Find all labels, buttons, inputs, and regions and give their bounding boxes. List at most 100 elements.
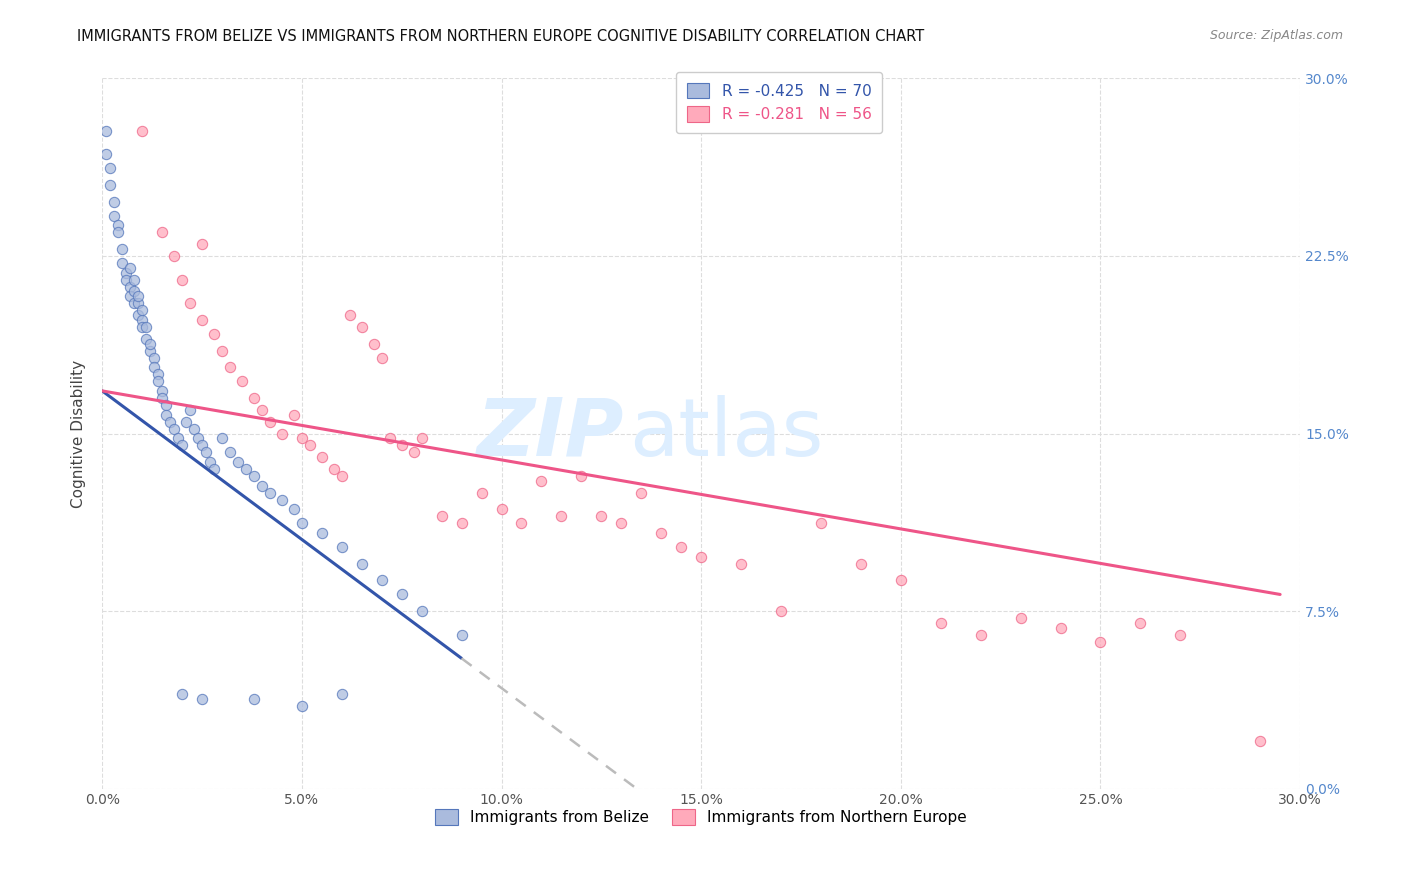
Point xyxy=(96,147,118,161)
Point xyxy=(98,161,121,176)
Point xyxy=(211,431,233,445)
Text: atlas: atlas xyxy=(630,394,824,473)
Point xyxy=(330,469,353,483)
Point xyxy=(139,336,162,351)
Point xyxy=(370,351,392,365)
Text: Source: ZipAtlas.com: Source: ZipAtlas.com xyxy=(1209,29,1343,42)
Point xyxy=(131,123,153,137)
Point xyxy=(650,525,672,540)
Point xyxy=(191,438,214,452)
Point xyxy=(270,426,292,441)
Point xyxy=(291,431,314,445)
Point xyxy=(179,402,201,417)
Point xyxy=(402,445,425,459)
Point xyxy=(330,687,353,701)
Point xyxy=(411,431,433,445)
Point xyxy=(591,509,613,524)
Point xyxy=(143,360,166,375)
Point xyxy=(378,431,401,445)
Point xyxy=(330,540,353,554)
Point xyxy=(135,332,157,346)
Point xyxy=(690,549,713,564)
Point xyxy=(170,687,193,701)
Point xyxy=(219,445,242,459)
Point xyxy=(120,289,142,303)
Point xyxy=(120,260,142,275)
Point xyxy=(135,320,157,334)
Point xyxy=(339,308,361,322)
Point xyxy=(150,391,173,405)
Point xyxy=(1129,615,1152,630)
Point xyxy=(849,557,872,571)
Point xyxy=(283,408,305,422)
Point xyxy=(103,194,125,209)
Point xyxy=(969,628,991,642)
Point xyxy=(350,320,373,334)
Point xyxy=(219,360,242,375)
Point xyxy=(150,225,173,239)
Point xyxy=(167,431,190,445)
Point xyxy=(183,422,205,436)
Point xyxy=(1168,628,1191,642)
Point xyxy=(243,691,266,706)
Point xyxy=(150,384,173,398)
Point xyxy=(202,462,225,476)
Text: ZIP: ZIP xyxy=(475,394,623,473)
Point xyxy=(391,587,413,601)
Point xyxy=(610,516,633,531)
Point xyxy=(298,438,321,452)
Point xyxy=(131,313,153,327)
Point xyxy=(430,509,453,524)
Point xyxy=(98,178,121,192)
Point xyxy=(630,485,652,500)
Point xyxy=(243,391,266,405)
Point xyxy=(139,343,162,358)
Point xyxy=(146,368,169,382)
Point xyxy=(107,225,129,239)
Point xyxy=(198,455,221,469)
Point xyxy=(1049,621,1071,635)
Point xyxy=(211,343,233,358)
Point xyxy=(1010,611,1032,625)
Point xyxy=(159,415,181,429)
Point xyxy=(226,455,249,469)
Point xyxy=(291,516,314,531)
Point xyxy=(191,237,214,252)
Point xyxy=(170,273,193,287)
Point xyxy=(363,336,385,351)
Point xyxy=(810,516,832,531)
Point xyxy=(411,604,433,618)
Point xyxy=(143,351,166,365)
Point xyxy=(127,289,149,303)
Point xyxy=(107,218,129,232)
Point xyxy=(122,285,145,299)
Point xyxy=(669,540,692,554)
Point xyxy=(391,438,413,452)
Point xyxy=(163,422,186,436)
Point xyxy=(530,474,553,488)
Point xyxy=(250,478,273,492)
Point xyxy=(350,557,373,571)
Point xyxy=(191,691,214,706)
Point xyxy=(270,492,292,507)
Point xyxy=(131,303,153,318)
Point xyxy=(111,242,134,256)
Point xyxy=(115,266,138,280)
Point xyxy=(550,509,572,524)
Point xyxy=(111,256,134,270)
Point xyxy=(96,123,118,137)
Point xyxy=(120,279,142,293)
Point xyxy=(890,573,912,587)
Point xyxy=(259,485,281,500)
Point xyxy=(122,296,145,310)
Point xyxy=(235,462,257,476)
Point xyxy=(187,431,209,445)
Point xyxy=(127,308,149,322)
Point xyxy=(311,450,333,465)
Point xyxy=(115,273,138,287)
Point xyxy=(174,415,197,429)
Point xyxy=(291,698,314,713)
Point xyxy=(103,209,125,223)
Point xyxy=(131,320,153,334)
Point xyxy=(170,438,193,452)
